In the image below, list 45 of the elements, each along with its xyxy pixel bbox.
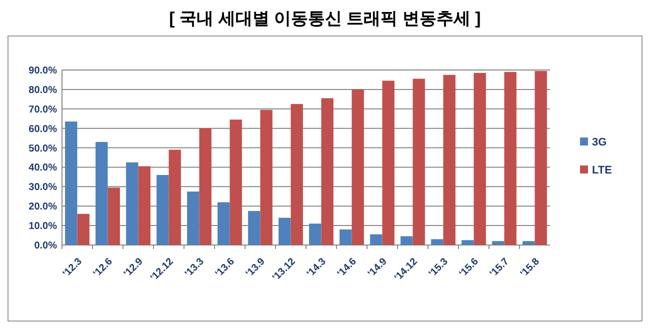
bar <box>199 128 212 245</box>
y-tick-label: 70.0% <box>28 104 58 116</box>
bar <box>278 218 291 245</box>
bar <box>382 80 394 245</box>
bar <box>522 241 535 245</box>
bar <box>443 74 456 245</box>
bar <box>370 234 382 245</box>
bar <box>65 122 78 245</box>
y-tick-label: 40.0% <box>28 162 58 174</box>
bar <box>126 162 138 245</box>
bar <box>260 110 272 245</box>
y-tick-label: 0.0% <box>34 240 58 252</box>
bar <box>504 72 516 245</box>
bar <box>340 229 352 245</box>
y-tick-label: 90.0% <box>28 66 58 76</box>
bar <box>138 166 150 245</box>
y-tick-label: 50.0% <box>28 143 58 154</box>
y-tick-label: 20.0% <box>28 202 58 213</box>
bar <box>462 240 474 245</box>
bar <box>96 142 108 245</box>
bar <box>309 224 322 245</box>
legend-label: LTE <box>592 164 612 176</box>
y-tick-label: 10.0% <box>28 221 58 232</box>
bar <box>218 202 230 245</box>
bar <box>108 188 120 245</box>
bar <box>352 89 364 245</box>
bar <box>156 175 169 245</box>
bar <box>412 78 425 245</box>
bar <box>431 239 444 245</box>
bar <box>321 98 334 245</box>
bar <box>187 192 200 245</box>
y-tick-label: 80.0% <box>28 84 58 96</box>
chart-title: [ 국내 세대별 이동통신 트래픽 변동추세 ] <box>169 9 481 28</box>
bar <box>290 104 303 245</box>
bar <box>77 214 90 245</box>
y-tick-label: 60.0% <box>28 124 58 135</box>
bar <box>474 72 486 245</box>
bar <box>400 236 413 245</box>
bar <box>534 70 547 245</box>
bar <box>168 150 181 245</box>
legend-label: 3G <box>592 136 607 148</box>
bar <box>248 210 260 245</box>
y-tick-label: 30.0% <box>28 182 58 194</box>
bar <box>230 120 242 245</box>
bar <box>492 241 504 245</box>
